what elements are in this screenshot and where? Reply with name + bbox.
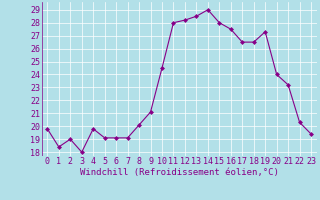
X-axis label: Windchill (Refroidissement éolien,°C): Windchill (Refroidissement éolien,°C): [80, 168, 279, 177]
